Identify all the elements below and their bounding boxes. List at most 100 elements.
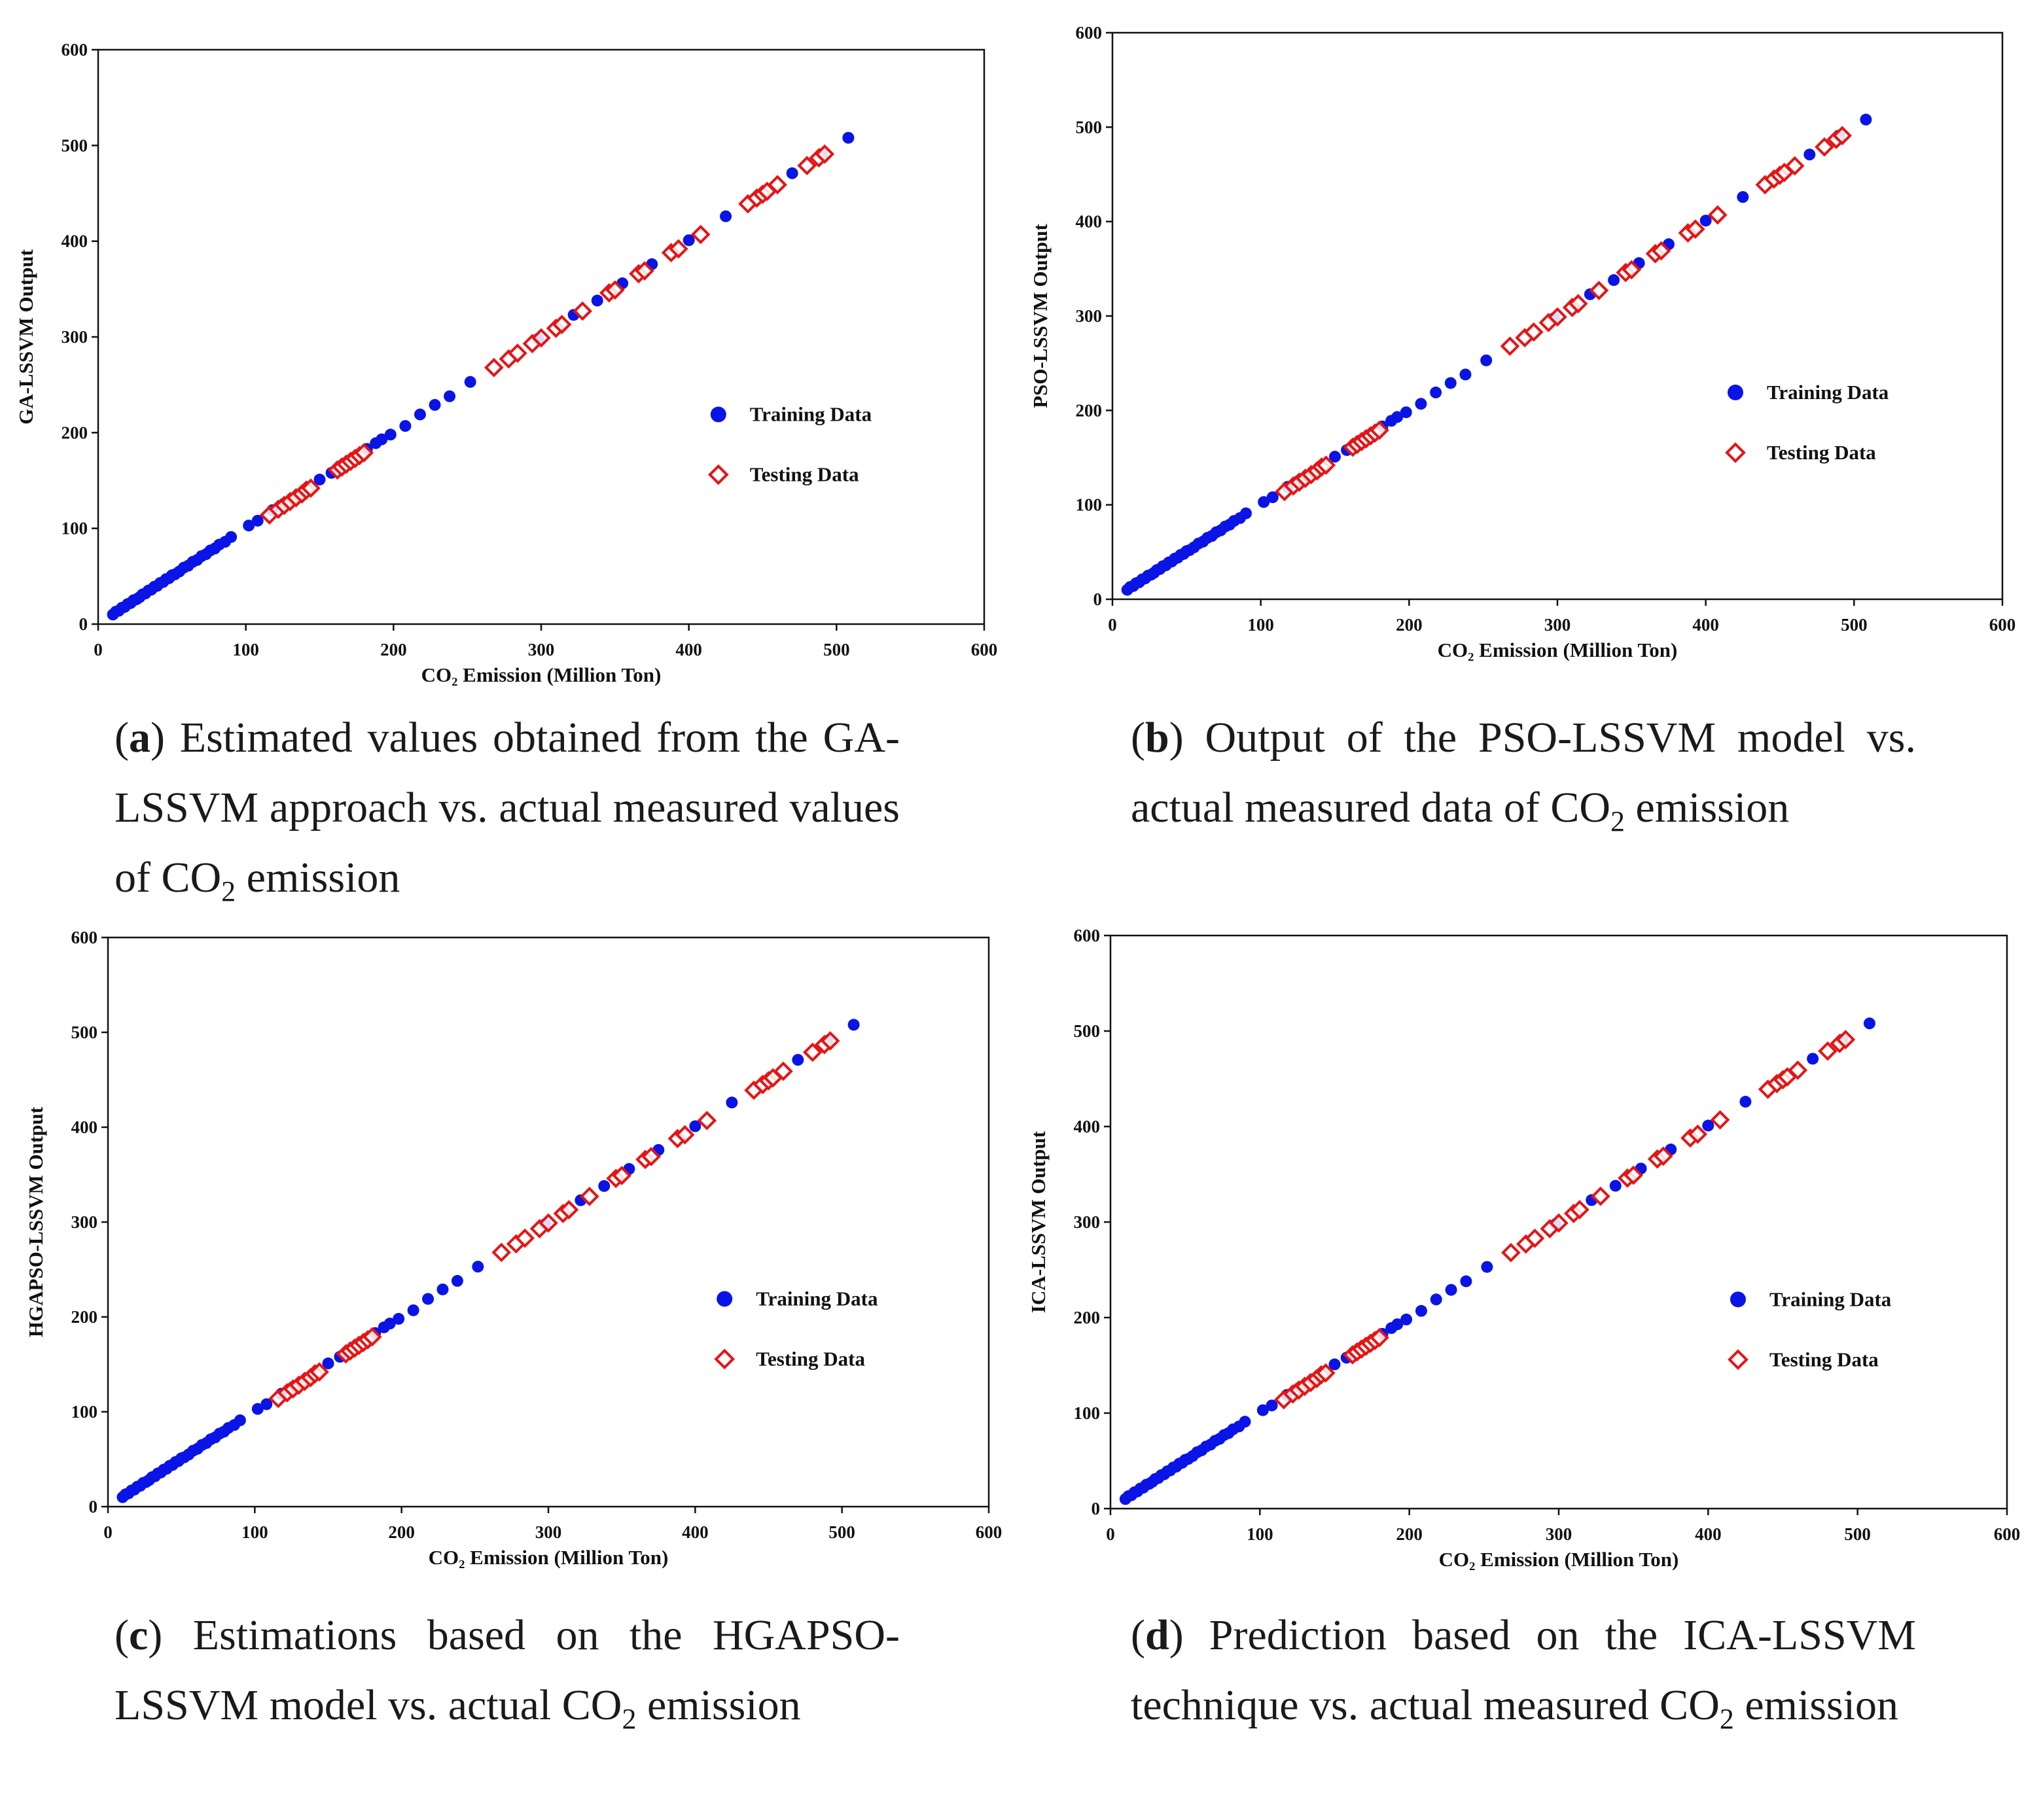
caption-b: (b) Output of the PSO-LSSVM model vs. ac… xyxy=(1131,714,1916,837)
training-point xyxy=(251,1403,264,1415)
testing-point xyxy=(508,343,527,363)
training-point xyxy=(786,167,798,179)
training-point xyxy=(260,1398,273,1410)
testing-point xyxy=(491,1242,512,1263)
testing-point xyxy=(1315,1363,1336,1383)
x-tick-label: 300 xyxy=(528,640,555,659)
chart-b-svg: 0 100 200 300 400 500 600 0 100 200 300 400 500 600 CO… xyxy=(1029,23,2015,661)
training-point xyxy=(1430,1293,1442,1306)
training-point xyxy=(429,398,441,411)
x-tick-label: 500 xyxy=(1841,615,1868,635)
training-point xyxy=(1608,274,1620,287)
y-tick-label: 200 xyxy=(1076,400,1103,420)
x-tick-label: 0 xyxy=(1106,1524,1115,1544)
testing-point xyxy=(802,1042,823,1062)
x-tick-label: 600 xyxy=(1994,1524,2021,1544)
y-tick-label: 600 xyxy=(1074,926,1101,945)
testing-point xyxy=(1316,455,1336,475)
training-point xyxy=(689,1120,701,1132)
training-point xyxy=(451,1274,463,1287)
x-tick-label: 500 xyxy=(823,640,850,659)
y-axis-title: PSO-LSSVM Output xyxy=(1029,224,1052,408)
chart-panel-d: 0 100 200 300 400 500 600 0 100 200 300 400 500 600 CO… xyxy=(1021,916,2041,1577)
chart-a-svg: 0 100 200 300 400 500 600 0 100 200 300 400 500 600 CO… xyxy=(14,40,997,686)
training-point xyxy=(234,1414,246,1427)
training-point xyxy=(472,1261,484,1273)
x-axis-title: CO₂ Emission (Million Ton) xyxy=(429,1546,669,1569)
testing-point xyxy=(1549,1213,1569,1233)
training-point xyxy=(243,519,255,532)
y-tick-label: 100 xyxy=(1076,495,1103,515)
training-point xyxy=(1702,1119,1714,1132)
caption-a-text: Estimated values obtained from the GA-LS… xyxy=(115,714,900,901)
training-point xyxy=(683,234,695,247)
caption-c: (c) Estimations based on the HGAPSO-LSSV… xyxy=(115,1611,900,1735)
x-tick-label: 500 xyxy=(1844,1524,1871,1544)
caption-c-post: emission xyxy=(636,1681,801,1729)
testing-point xyxy=(1788,1060,1808,1080)
training-point xyxy=(1699,215,1712,227)
legend-testing-marker xyxy=(714,1348,736,1370)
training-point xyxy=(322,1357,334,1370)
legend-testing-marker xyxy=(1725,442,1746,463)
caption-b-letter: b xyxy=(1145,714,1169,761)
x-axis-title: CO₂ Emission (Million Ton) xyxy=(1439,1548,1679,1571)
training-point xyxy=(1239,1416,1251,1428)
testing-point xyxy=(539,1213,558,1233)
training-point xyxy=(1266,491,1279,504)
y-tick-label: 200 xyxy=(71,1307,98,1327)
training-point xyxy=(1266,1399,1278,1412)
y-tick-label: 600 xyxy=(71,928,98,947)
testing-point xyxy=(797,156,817,175)
testing-point xyxy=(1815,137,1834,157)
legend-training-marker xyxy=(1730,1291,1746,1308)
testing-point xyxy=(1818,1041,1837,1061)
training-point xyxy=(792,1054,804,1066)
training-point xyxy=(1415,1304,1427,1317)
testing-point xyxy=(1707,205,1728,225)
testing-point xyxy=(1370,420,1389,440)
y-tick-label: 600 xyxy=(62,40,88,60)
x-tick-label: 400 xyxy=(1695,1524,1722,1544)
training-point xyxy=(1391,1318,1404,1331)
y-tick-label: 100 xyxy=(1074,1403,1101,1423)
y-tick-label: 100 xyxy=(62,519,88,538)
legend-training-label: Training Data xyxy=(750,403,872,426)
training-point xyxy=(414,408,426,421)
training-point xyxy=(1609,1180,1622,1192)
training-point xyxy=(313,474,326,486)
training-point xyxy=(1400,1313,1413,1325)
x-tick-label: 200 xyxy=(380,640,407,659)
training-point xyxy=(720,210,732,222)
y-tick-label: 0 xyxy=(89,1497,98,1516)
testing-point xyxy=(815,144,835,164)
training-point xyxy=(393,1312,405,1325)
x-tick-label: 0 xyxy=(94,640,103,659)
training-point xyxy=(726,1096,738,1109)
x-tick-label: 300 xyxy=(1544,615,1571,635)
testing-point xyxy=(768,175,787,195)
training-point xyxy=(1460,1275,1472,1287)
caption-b-sub: 2 xyxy=(1610,805,1625,837)
y-tick-label: 400 xyxy=(62,232,88,251)
testing-point xyxy=(605,280,625,300)
caption-c-text: Estimations based on the HGAPSO-LSSVM mo… xyxy=(115,1611,900,1729)
testing-point xyxy=(579,1187,599,1206)
training-point xyxy=(384,429,397,441)
training-point xyxy=(598,1180,611,1192)
caption-d: (d) Prediction based on the ICA-LSSVM te… xyxy=(1131,1611,1916,1735)
x-tick-label: 400 xyxy=(682,1522,709,1542)
training-point xyxy=(383,1318,396,1330)
training-point xyxy=(1329,451,1341,463)
y-tick-label: 300 xyxy=(62,327,88,347)
testing-point xyxy=(1500,336,1520,357)
testing-point xyxy=(1685,219,1705,239)
chart-panel-a: 0 100 200 300 400 500 600 0 100 200 300 400 500 600 CO… xyxy=(0,26,1021,687)
testing-point xyxy=(559,1200,579,1219)
x-tick-label: 200 xyxy=(1396,1524,1423,1544)
caption-a-post: emission xyxy=(236,854,400,901)
legend-testing-marker xyxy=(1728,1349,1748,1371)
training-point xyxy=(1459,368,1472,381)
x-tick-label: 200 xyxy=(1396,615,1423,635)
training-point xyxy=(444,390,456,402)
